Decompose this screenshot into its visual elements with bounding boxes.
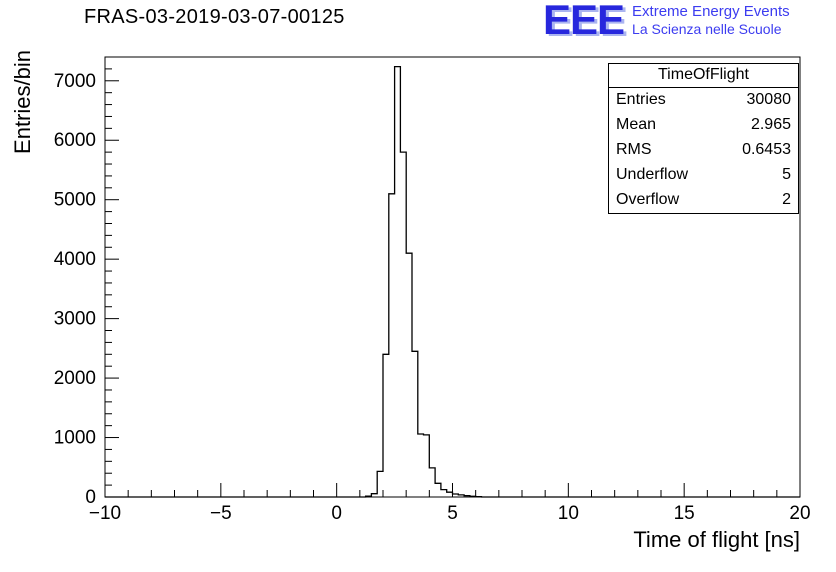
x-tick-label: 5 [447,503,458,524]
x-axis-title: Time of flight [ns] [633,527,800,552]
stats-value: 0.6453 [742,141,791,158]
y-tick-label: 4000 [54,249,96,270]
y-tick-label: 5000 [54,190,96,211]
stats-label: Overflow [616,191,680,208]
stats-value: 30080 [746,91,792,108]
stats-row-underflow: Underflow 5 [609,163,798,188]
stats-label: Mean [616,116,657,133]
stats-value: 2 [782,191,791,208]
y-tick-label: 0 [85,487,96,508]
y-tick-label: 2000 [54,368,96,389]
x-tick-label: 0 [331,503,342,524]
x-tick-label: 20 [789,503,810,524]
x-tick-label: 10 [558,503,579,524]
stats-label: RMS [616,141,652,158]
y-axis-title: Entries/bin [10,50,35,154]
y-tick-label: 7000 [54,71,96,92]
x-tick-label: −10 [89,503,121,524]
stats-row-overflow: Overflow 2 [609,188,798,213]
eee-logo-line1: Extreme Energy Events [632,3,790,20]
histogram-line [105,65,800,498]
y-tick-label: 6000 [54,130,96,151]
y-tick-label: 3000 [54,309,96,330]
stats-row-mean: Mean 2.965 [609,113,798,138]
plot-title: FRAS-03-2019-03-07-00125 [84,6,345,28]
y-tick-label: 1000 [54,428,96,449]
stats-value: 5 [782,166,791,183]
stats-row-entries: Entries 30080 [609,88,798,113]
x-tick-label: 15 [674,503,695,524]
stats-box: TimeOfFlight Entries 30080 Mean 2.965 RM… [608,63,799,214]
eee-logo: EEE Extreme Energy Events La Scienza nel… [543,0,790,43]
stats-label: Underflow [616,166,689,183]
eee-logo-line2: La Scienza nelle Scuole [632,21,782,37]
stats-title: TimeOfFlight [609,64,798,88]
x-tick-label: −5 [210,503,232,524]
stats-value: 2.965 [750,116,791,133]
stats-label: Entries [616,91,666,108]
stats-row-rms: RMS 0.6453 [609,138,798,163]
eee-logo-text: EEE [543,0,625,43]
eee-logo-subtitle: Extreme Energy Events La Scienza nelle S… [632,0,790,38]
